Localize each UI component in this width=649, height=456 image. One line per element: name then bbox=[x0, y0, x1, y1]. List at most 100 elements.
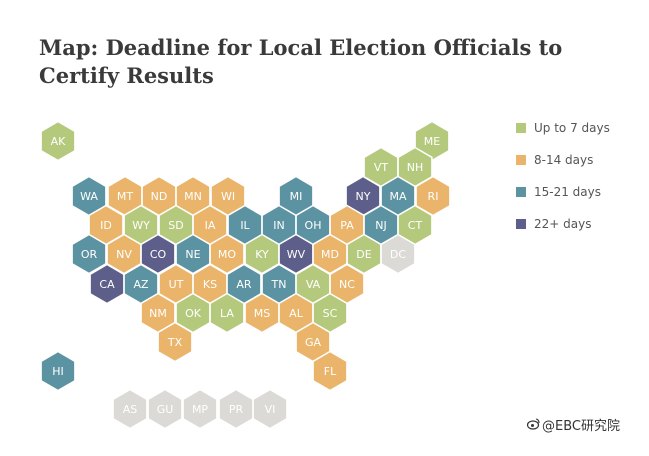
state-label: AK bbox=[51, 135, 67, 148]
state-label: GA bbox=[305, 336, 322, 349]
state-hex-ny: NY bbox=[345, 175, 381, 217]
state-label: NY bbox=[356, 190, 371, 203]
state-hex-mi: MI bbox=[278, 175, 314, 217]
hex-shape bbox=[147, 388, 183, 430]
state-hex-pr: PR bbox=[218, 388, 254, 430]
state-label: LA bbox=[220, 307, 234, 320]
state-label: NM bbox=[149, 307, 167, 320]
state-hex-as: AS bbox=[112, 388, 148, 430]
legend-swatch bbox=[516, 123, 526, 133]
state-hex-ak: AK bbox=[40, 120, 76, 162]
state-hex-az: AZ bbox=[123, 263, 159, 305]
state-label: PR bbox=[229, 403, 244, 416]
state-label: AZ bbox=[133, 278, 149, 291]
state-hex-ma: MA bbox=[380, 175, 416, 217]
hex-shape bbox=[415, 175, 451, 217]
state-label: HI bbox=[52, 365, 64, 378]
state-label: KY bbox=[255, 248, 269, 261]
weibo-icon bbox=[526, 418, 540, 434]
state-label: OK bbox=[185, 307, 202, 320]
state-hex-nc: NC bbox=[329, 263, 365, 305]
map-title: Map: Deadline for Local Election Officia… bbox=[39, 35, 563, 88]
state-label: CO bbox=[150, 248, 167, 261]
state-label: MN bbox=[184, 190, 202, 203]
state-label: MS bbox=[254, 307, 270, 320]
state-label: VA bbox=[306, 278, 321, 291]
state-label: MI bbox=[290, 190, 303, 203]
state-hex-nd: ND bbox=[141, 175, 177, 217]
state-hex-hi: HI bbox=[40, 350, 76, 392]
state-label: NC bbox=[339, 278, 355, 291]
hex-shape bbox=[252, 388, 288, 430]
state-label: AS bbox=[123, 403, 138, 416]
state-label: MT bbox=[117, 190, 133, 203]
legend-label: 15-21 days bbox=[534, 185, 602, 199]
state-label: DC bbox=[390, 248, 406, 261]
state-label: SD bbox=[168, 219, 183, 232]
legend-swatch bbox=[516, 155, 526, 165]
legend-label: 8-14 days bbox=[534, 153, 594, 167]
legend: Up to 7 days 8-14 days 15-21 days 22+ da… bbox=[516, 112, 610, 240]
state-label: TN bbox=[271, 278, 287, 291]
state-hex-ca: CA bbox=[89, 263, 125, 305]
state-label: CA bbox=[99, 278, 115, 291]
state-label: GU bbox=[157, 403, 174, 416]
state-label: PA bbox=[340, 219, 354, 232]
legend-item-22-plus: 22+ days bbox=[516, 208, 610, 240]
hex-shape bbox=[157, 321, 193, 363]
state-label: MO bbox=[218, 248, 236, 261]
state-label: IL bbox=[240, 219, 250, 232]
legend-label: Up to 7 days bbox=[534, 121, 610, 135]
state-label: OR bbox=[81, 248, 98, 261]
state-label: ND bbox=[151, 190, 168, 203]
hex-shape bbox=[209, 292, 245, 334]
hex-shape bbox=[40, 120, 76, 162]
state-label: OH bbox=[305, 219, 322, 232]
state-label: DE bbox=[356, 248, 371, 261]
hex-shape bbox=[380, 233, 416, 275]
state-label: IN bbox=[273, 219, 284, 232]
state-hex-fl: FL bbox=[312, 350, 348, 392]
state-hex-ar: AR bbox=[226, 263, 262, 305]
legend-item-8-14: 8-14 days bbox=[516, 144, 610, 176]
state-hex-mn: MN bbox=[175, 175, 211, 217]
state-label: WA bbox=[80, 190, 98, 203]
state-hex-or: OR bbox=[71, 233, 107, 275]
state-label: AR bbox=[236, 278, 252, 291]
hex-shape bbox=[40, 350, 76, 392]
state-hex-la: LA bbox=[209, 292, 245, 334]
watermark: @EBC研究院 bbox=[526, 415, 620, 434]
state-label: NH bbox=[407, 161, 424, 174]
state-hex-vi: VI bbox=[252, 388, 288, 430]
state-hex-wa: WA bbox=[71, 175, 107, 217]
state-label: MP bbox=[192, 403, 208, 416]
state-hex-dc: DC bbox=[380, 233, 416, 275]
state-label: CT bbox=[408, 219, 423, 232]
hex-shape bbox=[312, 350, 348, 392]
state-label: RI bbox=[428, 190, 439, 203]
state-hex-nh: NH bbox=[397, 146, 433, 188]
legend-label: 22+ days bbox=[534, 217, 592, 231]
legend-swatch bbox=[516, 219, 526, 229]
state-label: MA bbox=[389, 190, 406, 203]
state-label: FL bbox=[324, 365, 337, 378]
state-label: NV bbox=[116, 248, 132, 261]
state-hex-ri: RI bbox=[415, 175, 451, 217]
state-hex-tx: TX bbox=[157, 321, 193, 363]
state-label: TX bbox=[167, 336, 183, 349]
state-label: SC bbox=[323, 307, 338, 320]
state-hex-gu: GU bbox=[147, 388, 183, 430]
state-label: VI bbox=[265, 403, 276, 416]
state-label: WI bbox=[221, 190, 235, 203]
hex-shape bbox=[71, 233, 107, 275]
state-label: NE bbox=[185, 248, 200, 261]
state-label: IA bbox=[205, 219, 216, 232]
state-label: AL bbox=[289, 307, 304, 320]
state-label: VT bbox=[374, 161, 389, 174]
legend-item-15-21: 15-21 days bbox=[516, 176, 610, 208]
state-label: WY bbox=[132, 219, 150, 232]
legend-swatch bbox=[516, 187, 526, 197]
state-label: KS bbox=[203, 278, 217, 291]
state-label: ME bbox=[424, 135, 440, 148]
